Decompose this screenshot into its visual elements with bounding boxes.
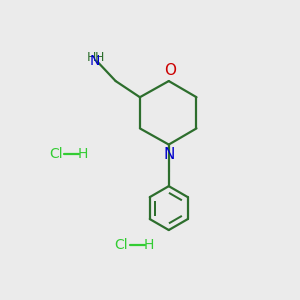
Text: H: H bbox=[87, 51, 96, 64]
Text: H: H bbox=[144, 238, 154, 252]
Text: N: N bbox=[163, 147, 175, 162]
Text: N: N bbox=[90, 54, 101, 68]
Text: H: H bbox=[78, 147, 88, 161]
Text: H: H bbox=[95, 51, 104, 64]
Text: Cl: Cl bbox=[49, 147, 62, 161]
Text: O: O bbox=[164, 63, 176, 78]
Text: Cl: Cl bbox=[115, 238, 128, 252]
